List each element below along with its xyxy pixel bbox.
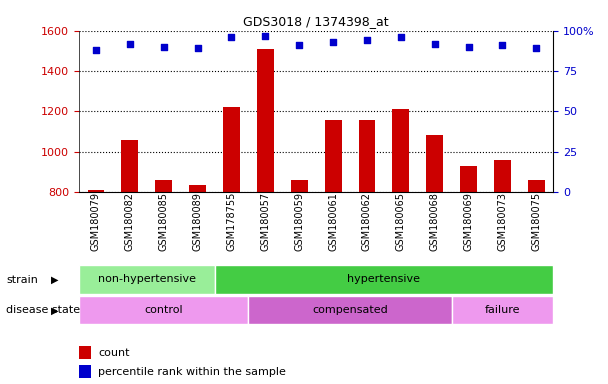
Bar bbox=[155, 180, 172, 192]
Point bbox=[497, 42, 507, 48]
Bar bbox=[257, 49, 274, 192]
Point bbox=[464, 44, 474, 50]
Text: GSM180069: GSM180069 bbox=[463, 192, 474, 251]
Bar bbox=[528, 180, 545, 192]
Text: failure: failure bbox=[485, 305, 520, 315]
Text: strain: strain bbox=[6, 275, 38, 285]
Bar bbox=[88, 190, 105, 192]
Bar bbox=[325, 121, 342, 192]
Title: GDS3018 / 1374398_at: GDS3018 / 1374398_at bbox=[243, 15, 389, 28]
Point bbox=[91, 47, 101, 53]
Bar bbox=[79, 365, 91, 378]
Text: count: count bbox=[98, 348, 130, 358]
Bar bbox=[249, 296, 452, 324]
Text: GSM180061: GSM180061 bbox=[328, 192, 338, 251]
Text: non-hypertensive: non-hypertensive bbox=[98, 274, 196, 285]
Text: GSM180057: GSM180057 bbox=[260, 192, 271, 251]
Bar bbox=[460, 166, 477, 192]
Point bbox=[159, 44, 168, 50]
Bar bbox=[359, 121, 375, 192]
Point bbox=[396, 34, 406, 40]
Bar bbox=[215, 265, 553, 294]
Bar bbox=[79, 346, 91, 359]
Bar bbox=[122, 140, 138, 192]
Bar bbox=[189, 185, 206, 192]
Point bbox=[531, 45, 541, 51]
Bar bbox=[452, 296, 553, 324]
Text: hypertensive: hypertensive bbox=[347, 274, 420, 285]
Text: compensated: compensated bbox=[312, 305, 388, 315]
Text: ▶: ▶ bbox=[51, 305, 58, 315]
Text: GSM180082: GSM180082 bbox=[125, 192, 135, 251]
Text: GSM180068: GSM180068 bbox=[430, 192, 440, 251]
Point bbox=[362, 37, 372, 43]
Text: GSM180073: GSM180073 bbox=[497, 192, 508, 251]
Text: GSM178755: GSM178755 bbox=[226, 192, 237, 252]
Bar bbox=[79, 265, 215, 294]
Point bbox=[294, 42, 304, 48]
Bar bbox=[392, 109, 409, 192]
Text: GSM180075: GSM180075 bbox=[531, 192, 541, 251]
Text: disease state: disease state bbox=[6, 305, 80, 315]
Text: GSM180065: GSM180065 bbox=[396, 192, 406, 251]
Text: GSM180089: GSM180089 bbox=[193, 192, 202, 251]
Bar bbox=[426, 134, 443, 192]
Bar bbox=[79, 296, 249, 324]
Text: GSM180079: GSM180079 bbox=[91, 192, 101, 251]
Text: ▶: ▶ bbox=[51, 275, 58, 285]
Text: GSM180062: GSM180062 bbox=[362, 192, 372, 251]
Point bbox=[328, 39, 338, 45]
Text: control: control bbox=[145, 305, 183, 315]
Point bbox=[260, 33, 270, 39]
Text: GSM180085: GSM180085 bbox=[159, 192, 169, 251]
Point bbox=[227, 34, 237, 40]
Text: percentile rank within the sample: percentile rank within the sample bbox=[98, 367, 286, 377]
Point bbox=[193, 45, 202, 51]
Bar bbox=[291, 180, 308, 192]
Text: GSM180059: GSM180059 bbox=[294, 192, 304, 251]
Point bbox=[125, 41, 135, 47]
Point bbox=[430, 41, 440, 47]
Bar bbox=[494, 160, 511, 192]
Bar bbox=[223, 108, 240, 192]
